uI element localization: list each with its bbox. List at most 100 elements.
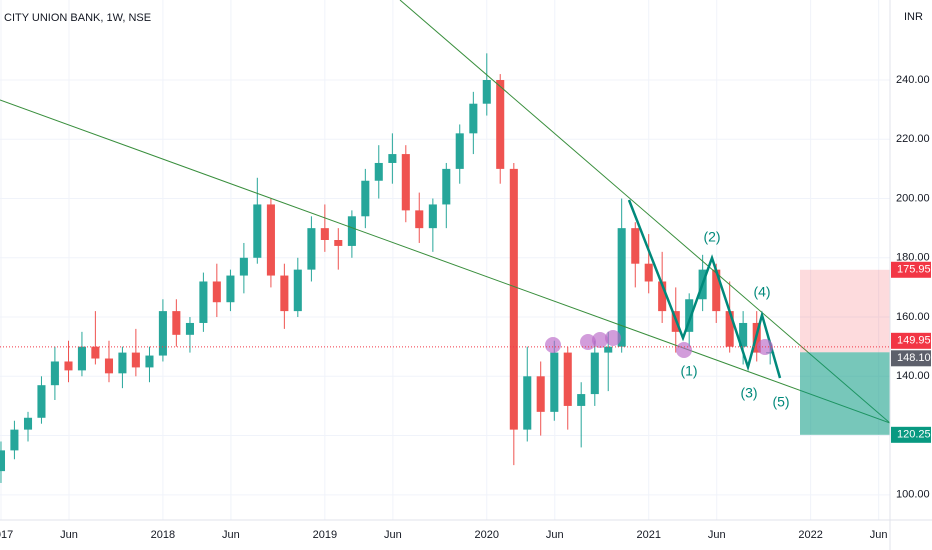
candle-body xyxy=(280,275,289,312)
x-tick-label: 2020 xyxy=(475,529,499,541)
price-tag-label: 120.25 xyxy=(897,429,931,441)
candle-body xyxy=(172,311,181,335)
candle-body xyxy=(604,346,613,353)
wave-label: (4) xyxy=(753,284,770,300)
candle-body xyxy=(361,180,370,217)
target-zone xyxy=(800,269,890,353)
candle-body xyxy=(725,311,734,347)
candle-body xyxy=(577,394,586,406)
price-tag xyxy=(891,426,931,443)
candle-body xyxy=(266,204,275,276)
price-tag xyxy=(891,332,931,349)
x-tick-label: 2022 xyxy=(798,529,822,541)
candle-body xyxy=(23,417,33,430)
candle-body xyxy=(185,322,194,335)
candle-body xyxy=(320,228,329,240)
wave-label: (1) xyxy=(680,363,697,379)
candle-body xyxy=(415,210,424,229)
candles xyxy=(0,53,775,483)
candle-body xyxy=(0,450,6,472)
wave-label: (5) xyxy=(772,394,789,410)
candle-body xyxy=(401,154,410,211)
y-tick-label: 160.00 xyxy=(896,311,930,323)
candle-body xyxy=(293,269,302,312)
marker xyxy=(605,330,621,346)
candle-body xyxy=(131,352,140,368)
wave-path xyxy=(627,199,782,379)
chart-title: CITY UNION BANK, 1W, NSE xyxy=(4,12,151,24)
candle-body xyxy=(739,322,748,347)
candle-body xyxy=(523,376,532,430)
trend-line xyxy=(0,99,891,424)
candle-body xyxy=(685,299,694,332)
candle-body xyxy=(496,80,505,169)
candle-body xyxy=(199,281,208,323)
candle-body xyxy=(388,154,397,163)
x-tick-label: 2019 xyxy=(313,529,337,541)
candle-body xyxy=(347,216,356,246)
x-tick-label: 2018 xyxy=(151,529,175,541)
y-tick-label: 180.00 xyxy=(896,252,930,264)
x-tick-label: Jun xyxy=(708,529,726,541)
candle-body xyxy=(77,346,86,371)
x-tick-label: 2017 xyxy=(0,529,13,541)
x-tick-label: Jun xyxy=(546,529,564,541)
candle-body xyxy=(64,361,73,371)
candle-body xyxy=(482,80,491,104)
y-tick-label: 100.00 xyxy=(896,489,930,501)
candle-body xyxy=(239,257,248,276)
marker xyxy=(676,342,692,358)
price-tag xyxy=(891,350,931,367)
candle-body xyxy=(442,168,451,205)
candle-body xyxy=(307,228,316,270)
marker xyxy=(545,337,561,353)
y-tick-label: 220.00 xyxy=(896,133,930,145)
candle-body xyxy=(91,346,100,359)
y-tick-label: 200.00 xyxy=(896,192,930,204)
marker xyxy=(592,332,608,348)
candle-body xyxy=(374,162,383,181)
wave-label: (3) xyxy=(740,385,757,401)
candle-body xyxy=(253,204,262,258)
candle-body xyxy=(712,269,721,312)
candle-body xyxy=(563,352,572,406)
candle-body xyxy=(644,263,653,282)
wave-label: (2) xyxy=(703,229,720,245)
x-tick-label: Jun xyxy=(60,529,78,541)
x-tick-label: Jun xyxy=(870,529,888,541)
axes: 100.00120.00140.00160.00180.00200.00220.… xyxy=(0,74,931,541)
x-tick-label: Jun xyxy=(222,529,240,541)
y-tick-label: 240.00 xyxy=(896,74,930,86)
price-tag-label: 149.95 xyxy=(897,335,931,347)
candle-body xyxy=(104,358,114,374)
candle-body xyxy=(145,355,154,368)
y-tick-label: 140.00 xyxy=(896,370,930,382)
stop-zone xyxy=(800,352,890,435)
position-boxes xyxy=(0,269,890,435)
x-tick-label: Jun xyxy=(384,529,402,541)
candle-body xyxy=(334,240,343,246)
candle-body xyxy=(455,133,464,169)
candle-body xyxy=(118,352,127,374)
candle-body xyxy=(469,103,478,134)
candle-body xyxy=(536,376,545,412)
candle-body xyxy=(550,352,559,412)
price-tag-label: 148.10 xyxy=(897,352,931,364)
candle-body xyxy=(658,281,667,312)
candle-body xyxy=(10,429,19,451)
candle-body xyxy=(590,352,599,395)
candle-body xyxy=(631,228,640,264)
candle-body xyxy=(509,168,518,430)
candle-body xyxy=(158,311,167,356)
price-tag xyxy=(891,261,931,278)
candle-body xyxy=(226,275,235,303)
candle-body xyxy=(50,361,59,386)
x-tick-label: 2021 xyxy=(636,529,660,541)
currency: INR xyxy=(904,11,923,23)
candle-body xyxy=(212,281,221,303)
candle-body xyxy=(617,228,626,347)
candle-body xyxy=(428,204,437,229)
